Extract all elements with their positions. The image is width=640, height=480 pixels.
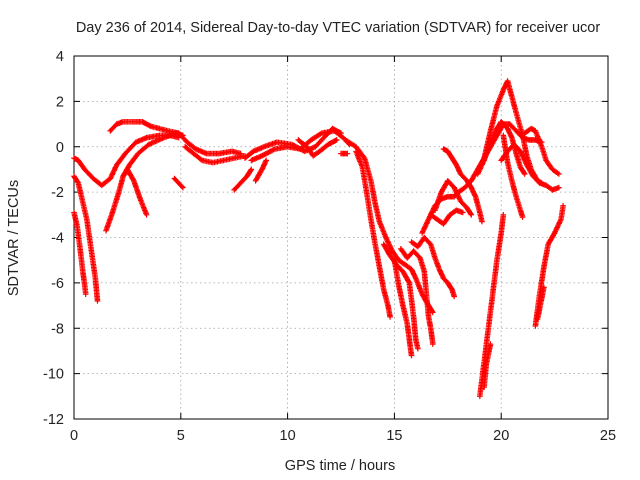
series-arc-l xyxy=(252,157,269,184)
grid xyxy=(74,56,608,419)
data-marker-path xyxy=(440,146,485,225)
series-arc-c xyxy=(107,119,244,157)
data-marker-path xyxy=(427,207,466,227)
series-arc-ad xyxy=(477,212,507,400)
series-arc-b xyxy=(103,130,186,234)
chart-title: Day 236 of 2014, Sidereal Day-to-day VTE… xyxy=(76,20,601,36)
series-arc-x xyxy=(440,146,485,225)
data-marker-path xyxy=(107,119,244,157)
series-arc-m xyxy=(295,137,340,159)
x-tick-label: 20 xyxy=(493,428,509,444)
data-marker-path xyxy=(182,143,248,166)
y-tick-label: 2 xyxy=(56,94,64,110)
axis-ticks xyxy=(73,55,609,420)
series-arc-g xyxy=(171,175,186,191)
x-tick-label: 25 xyxy=(600,428,616,444)
series-arc-ag xyxy=(534,284,547,322)
x-tick-label: 5 xyxy=(177,428,185,444)
series-arc-p xyxy=(353,148,393,320)
series-arc-h xyxy=(182,143,248,166)
y-axis-label: SDTVAR / TECUs xyxy=(6,180,22,296)
data-marker-path xyxy=(295,137,340,159)
data-marker-path xyxy=(398,246,436,347)
y-tick-label: -12 xyxy=(43,412,64,428)
data-marker-path xyxy=(342,137,436,316)
series-arc-f xyxy=(71,209,89,297)
series-arc-r xyxy=(391,257,415,359)
data-points xyxy=(71,78,566,400)
x-tick-labels: 0 5 10 15 20 25 xyxy=(70,428,616,444)
series-arc-o xyxy=(342,137,436,316)
x-tick-label: 0 xyxy=(70,428,78,444)
series-arc-n xyxy=(338,150,351,157)
series-arc-s xyxy=(398,246,436,347)
data-marker-path xyxy=(71,173,101,304)
data-marker-path xyxy=(408,234,457,300)
data-marker-path xyxy=(521,125,562,177)
series-arc-e xyxy=(71,173,101,304)
y-tick-labels: -12 -10 -8 -6 -4 -2 0 2 4 xyxy=(43,49,64,428)
data-marker-path xyxy=(432,178,475,218)
series-arc-w xyxy=(427,207,466,227)
series-arc-t xyxy=(408,234,457,300)
data-marker-path xyxy=(338,150,351,157)
y-tick-label: -8 xyxy=(51,321,64,337)
data-marker-path xyxy=(353,148,393,320)
x-axis-label: GPS time / hours xyxy=(285,458,395,474)
data-marker-path xyxy=(248,128,353,164)
y-tick-label: 4 xyxy=(56,49,64,65)
data-marker-path xyxy=(71,132,182,189)
x-tick-label: 15 xyxy=(386,428,402,444)
data-marker-path xyxy=(534,284,547,322)
series-arc-ac xyxy=(500,132,526,220)
data-marker-path xyxy=(71,209,89,297)
data-marker-path xyxy=(481,341,494,390)
data-marker-path xyxy=(391,257,415,359)
series-arc-a xyxy=(71,132,182,189)
series-arc-ae xyxy=(481,341,494,390)
data-marker-path xyxy=(477,212,507,400)
data-marker-path xyxy=(231,166,255,193)
data-marker-path xyxy=(252,157,269,184)
series-arc-i xyxy=(231,166,255,193)
series-arc-ab xyxy=(521,125,562,177)
data-marker-path xyxy=(103,130,186,234)
data-marker-path xyxy=(500,132,526,220)
series-arc-k xyxy=(248,128,353,164)
series-arc-v xyxy=(432,178,475,218)
y-tick-label: -4 xyxy=(51,231,64,247)
data-marker-path xyxy=(171,175,186,191)
y-tick-label: -2 xyxy=(51,185,64,201)
y-tick-label: 0 xyxy=(56,140,64,156)
x-tick-label: 10 xyxy=(280,428,296,444)
y-tick-label: -10 xyxy=(43,367,64,383)
series-arc-d xyxy=(120,166,150,218)
data-marker-path xyxy=(120,166,150,218)
y-tick-label: -6 xyxy=(51,276,64,292)
